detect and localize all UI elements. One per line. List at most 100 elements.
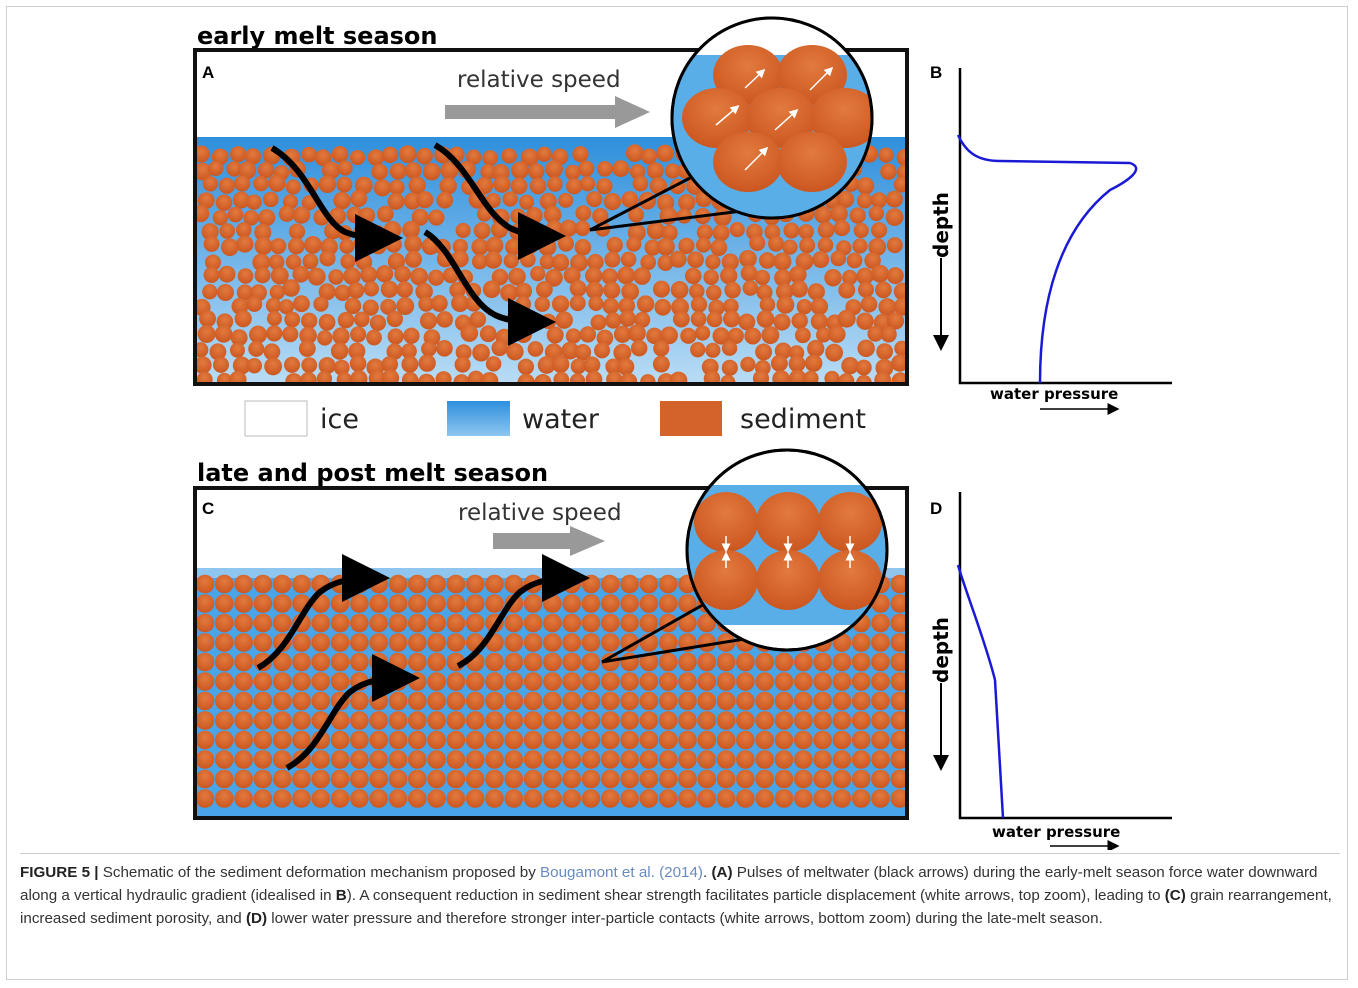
sediment-grain <box>314 149 332 167</box>
sediment-grain <box>485 574 504 594</box>
sediment-grain <box>620 633 639 652</box>
sediment-grain <box>249 325 268 344</box>
sediment-grain <box>369 750 389 769</box>
sediment-grain <box>195 613 215 633</box>
sediment-grain <box>253 789 273 808</box>
sediment-grain <box>759 296 776 313</box>
sediment-grain <box>272 789 292 808</box>
sediment-grain <box>875 281 892 299</box>
sediment-grain <box>617 266 636 285</box>
sediment-grain <box>311 613 331 633</box>
sediment-grain <box>253 711 273 730</box>
speed-arrow <box>445 96 650 128</box>
sediment-grain <box>658 594 678 613</box>
legend-label: sediment <box>740 404 866 435</box>
sediment-grain <box>551 355 570 373</box>
sediment-grain <box>794 789 813 808</box>
sediment-grain <box>427 574 446 594</box>
sediment-grain <box>269 284 285 300</box>
sediment-grain <box>502 191 518 207</box>
sediment-grain <box>588 295 604 311</box>
sediment-grain <box>794 750 813 769</box>
sediment-grain <box>855 359 872 376</box>
sediment-grain <box>268 254 285 270</box>
sediment-grain <box>485 652 504 672</box>
sediment-grain <box>755 750 774 769</box>
sediment-grain <box>742 280 759 296</box>
sediment-grain <box>350 613 369 633</box>
sediment-grain <box>678 672 697 691</box>
sediment-grain <box>503 253 519 269</box>
sediment-grain <box>646 162 664 180</box>
sediment-grain <box>452 238 468 255</box>
sediment-grain <box>334 284 351 302</box>
sediment-grain <box>617 358 635 376</box>
sediment-grain <box>870 222 888 239</box>
sediment-grain <box>774 769 794 789</box>
sediment-grain <box>795 252 814 271</box>
sediment-grain <box>773 313 791 331</box>
sediment-grain <box>318 175 337 194</box>
sediment-grain <box>278 299 295 315</box>
sediment-grain <box>896 149 907 167</box>
sediment-grain <box>658 769 678 789</box>
sediment-grain <box>891 354 907 372</box>
sediment-grain <box>388 574 408 594</box>
sediment-grain <box>770 354 788 372</box>
sediment-grain <box>311 691 331 711</box>
sediment-grain <box>504 691 524 711</box>
sediment-grain <box>716 769 736 789</box>
sediment-grain <box>350 594 369 613</box>
sediment-grain <box>660 326 678 345</box>
sediment-grain <box>349 355 367 372</box>
sediment-grain <box>419 312 438 330</box>
sediment-grain <box>871 711 890 730</box>
sediment-grain <box>581 769 601 789</box>
citation-link[interactable]: Bougamont et al. (2014) <box>540 864 703 881</box>
sediment-grain <box>606 371 623 384</box>
sediment-grain <box>451 294 469 313</box>
flow-arrows <box>256 554 590 771</box>
sediment-grain <box>705 284 722 301</box>
sediment-grain <box>794 652 813 672</box>
sediment-grain <box>530 266 546 282</box>
sediment-grain <box>799 237 816 254</box>
sediment-grain <box>569 373 586 384</box>
sediment-grain <box>363 281 379 297</box>
sediment-grain <box>830 204 848 223</box>
sediment-grain <box>369 594 389 613</box>
sediment-grain <box>529 177 547 195</box>
sediment-grain <box>680 327 697 344</box>
panel-title: late and post melt season <box>197 459 548 487</box>
sediment-grain <box>878 298 897 316</box>
sediment-grain <box>253 633 273 652</box>
sediment-grain <box>292 672 311 691</box>
sediment-grain <box>569 295 586 312</box>
caption-run: (D) <box>245 910 268 927</box>
sediment-grain <box>311 769 331 789</box>
sediment-grain <box>664 163 681 179</box>
sediment-grain <box>394 265 411 283</box>
sediment-grain <box>886 237 903 254</box>
sediment-grain <box>201 223 219 241</box>
sediment-grain <box>388 789 408 808</box>
sediment-grain <box>755 691 774 711</box>
sediment-grain <box>389 179 405 196</box>
speed-arrow <box>493 526 605 556</box>
sediment-grain <box>465 613 485 633</box>
sediment-grain <box>257 161 275 179</box>
sediment-grain <box>485 691 504 711</box>
sediment-grain <box>227 206 244 223</box>
sediment-grain <box>652 355 670 373</box>
sediment-grain <box>411 208 429 226</box>
sediment-grain <box>362 299 379 316</box>
sediment-grain <box>697 672 717 691</box>
sediment-grain <box>446 633 466 652</box>
sediment-grain <box>386 310 404 328</box>
sediment-grain <box>436 339 453 357</box>
sediment-grain <box>551 295 570 313</box>
sediment-grain <box>543 769 562 789</box>
sediment-grain <box>736 750 755 769</box>
sediment-grain <box>772 370 790 384</box>
sediment-grain <box>629 164 646 180</box>
